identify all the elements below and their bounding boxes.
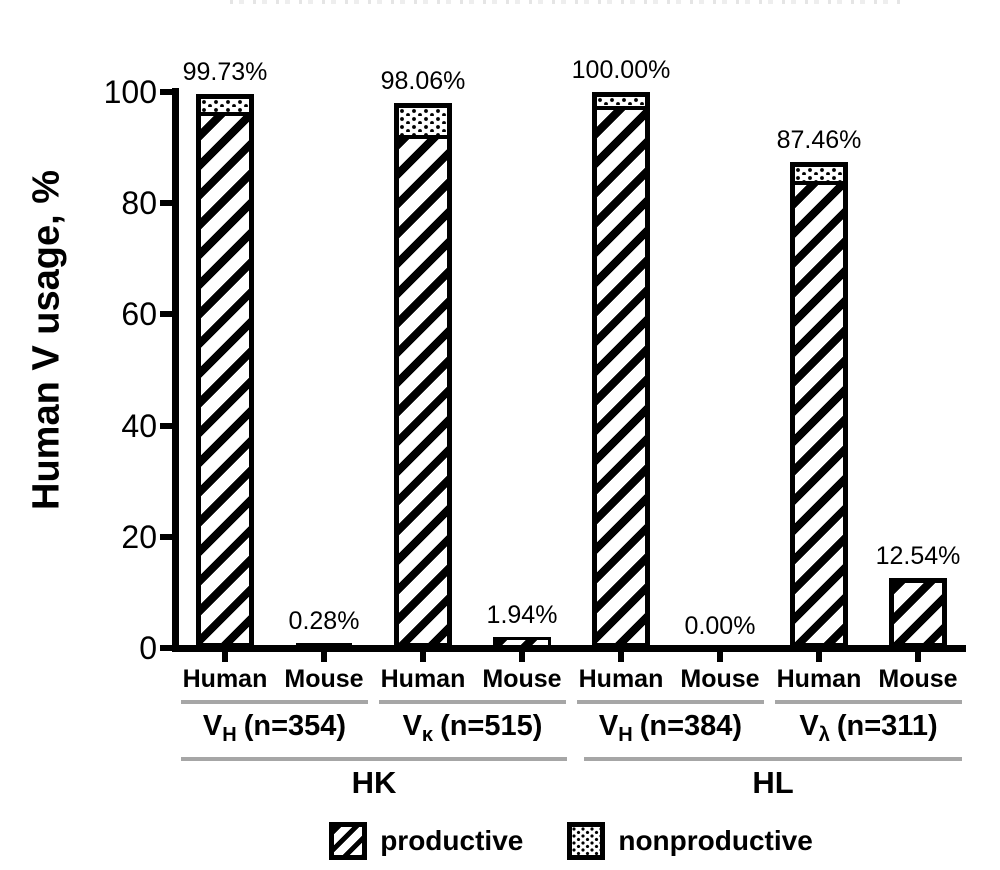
y-axis-line bbox=[172, 88, 179, 652]
gene-group-label: Vλ (n=311) bbox=[776, 707, 962, 748]
gene-subscript: λ bbox=[818, 724, 830, 746]
bar-value-label: 98.06% bbox=[380, 67, 466, 95]
x-tick-mark bbox=[222, 650, 228, 662]
bar-value-label: 99.73% bbox=[182, 58, 268, 86]
y-tick-label: 0 bbox=[139, 630, 157, 666]
gene-letter: V bbox=[598, 710, 619, 742]
dots-swatch-icon bbox=[567, 822, 606, 860]
y-tick-mark bbox=[160, 534, 173, 540]
x-category-label: Human bbox=[776, 665, 862, 693]
y-tick-mark bbox=[160, 200, 173, 206]
x-category-label: Mouse bbox=[482, 665, 562, 693]
y-tick-label: 80 bbox=[121, 185, 157, 221]
y-tick-mark bbox=[160, 423, 173, 429]
bar-mouse bbox=[493, 637, 551, 648]
family-underline bbox=[181, 757, 567, 761]
x-tick-mark bbox=[519, 650, 525, 662]
x-tick-mark bbox=[321, 650, 327, 662]
group-underline bbox=[181, 700, 368, 704]
family-label: HL bbox=[752, 765, 794, 800]
y-tick-mark bbox=[160, 645, 173, 651]
gene-group-label: VH (n=384) bbox=[578, 707, 764, 748]
gene-letter: V bbox=[402, 710, 422, 742]
bar-human bbox=[592, 92, 650, 648]
bar-human bbox=[196, 94, 254, 648]
x-category-label: Mouse bbox=[680, 665, 760, 693]
x-tick-mark bbox=[618, 650, 624, 662]
y-tick-label: 20 bbox=[121, 519, 157, 555]
x-category-label: Mouse bbox=[284, 665, 364, 693]
group-underline bbox=[775, 700, 962, 704]
bar-mouse-tiny bbox=[296, 643, 352, 648]
bar-value-label: 12.54% bbox=[875, 542, 961, 570]
legend-item-nonproductive: nonproductive bbox=[567, 822, 813, 860]
y-tick-label: 100 bbox=[103, 74, 157, 110]
nonproductive-segment bbox=[399, 108, 447, 139]
y-tick-label: 40 bbox=[121, 408, 157, 444]
bar-human bbox=[394, 103, 452, 648]
x-axis-line bbox=[172, 645, 966, 652]
legend-label: productive bbox=[380, 825, 524, 856]
x-tick-mark bbox=[816, 650, 822, 662]
x-category-label: Human bbox=[578, 665, 664, 693]
x-category-label: Human bbox=[182, 665, 268, 693]
bar-value-label: 0.28% bbox=[288, 607, 360, 635]
gene-group-label: VH (n=354) bbox=[182, 707, 368, 748]
gene-n-count: (n=311) bbox=[836, 710, 938, 742]
y-tick-mark bbox=[160, 89, 173, 95]
family-label: HK bbox=[351, 765, 397, 800]
bar-value-label: 0.00% bbox=[684, 612, 756, 640]
x-tick-mark bbox=[420, 650, 426, 662]
x-category-label: Mouse bbox=[878, 665, 958, 693]
legend-label: nonproductive bbox=[618, 825, 813, 856]
bar-value-label: 100.00% bbox=[571, 56, 671, 84]
gene-group-label: Vκ (n=515) bbox=[380, 707, 566, 748]
gene-n-count: (n=354) bbox=[243, 710, 347, 742]
hatch-swatch-icon bbox=[329, 822, 368, 860]
gene-letter: V bbox=[202, 710, 223, 742]
gene-n-count: (n=384) bbox=[639, 710, 743, 742]
gene-subscript: H bbox=[618, 724, 633, 746]
x-category-label: Human bbox=[380, 665, 466, 693]
nonproductive-segment bbox=[795, 167, 843, 185]
legend-item-productive: productive bbox=[329, 822, 523, 860]
x-tick-mark bbox=[717, 650, 723, 662]
bar-value-label: 87.46% bbox=[776, 126, 862, 154]
legend: productive nonproductive bbox=[176, 818, 966, 864]
gene-subscript: H bbox=[222, 724, 237, 746]
x-tick-mark bbox=[915, 650, 921, 662]
bar-human bbox=[790, 162, 848, 648]
gene-subscript: κ bbox=[421, 724, 434, 746]
nonproductive-segment bbox=[201, 99, 249, 116]
gene-letter: V bbox=[799, 710, 819, 742]
family-underline bbox=[584, 757, 962, 761]
gene-n-count: (n=515) bbox=[440, 710, 543, 742]
bar-mouse bbox=[889, 578, 947, 648]
y-tick-label: 60 bbox=[121, 296, 157, 332]
y-tick-mark bbox=[160, 311, 173, 317]
group-underline bbox=[379, 700, 566, 704]
group-underline bbox=[577, 700, 764, 704]
bar-value-label: 1.94% bbox=[486, 601, 558, 629]
cropped-text-artifact bbox=[230, 0, 905, 4]
nonproductive-segment bbox=[597, 97, 645, 110]
